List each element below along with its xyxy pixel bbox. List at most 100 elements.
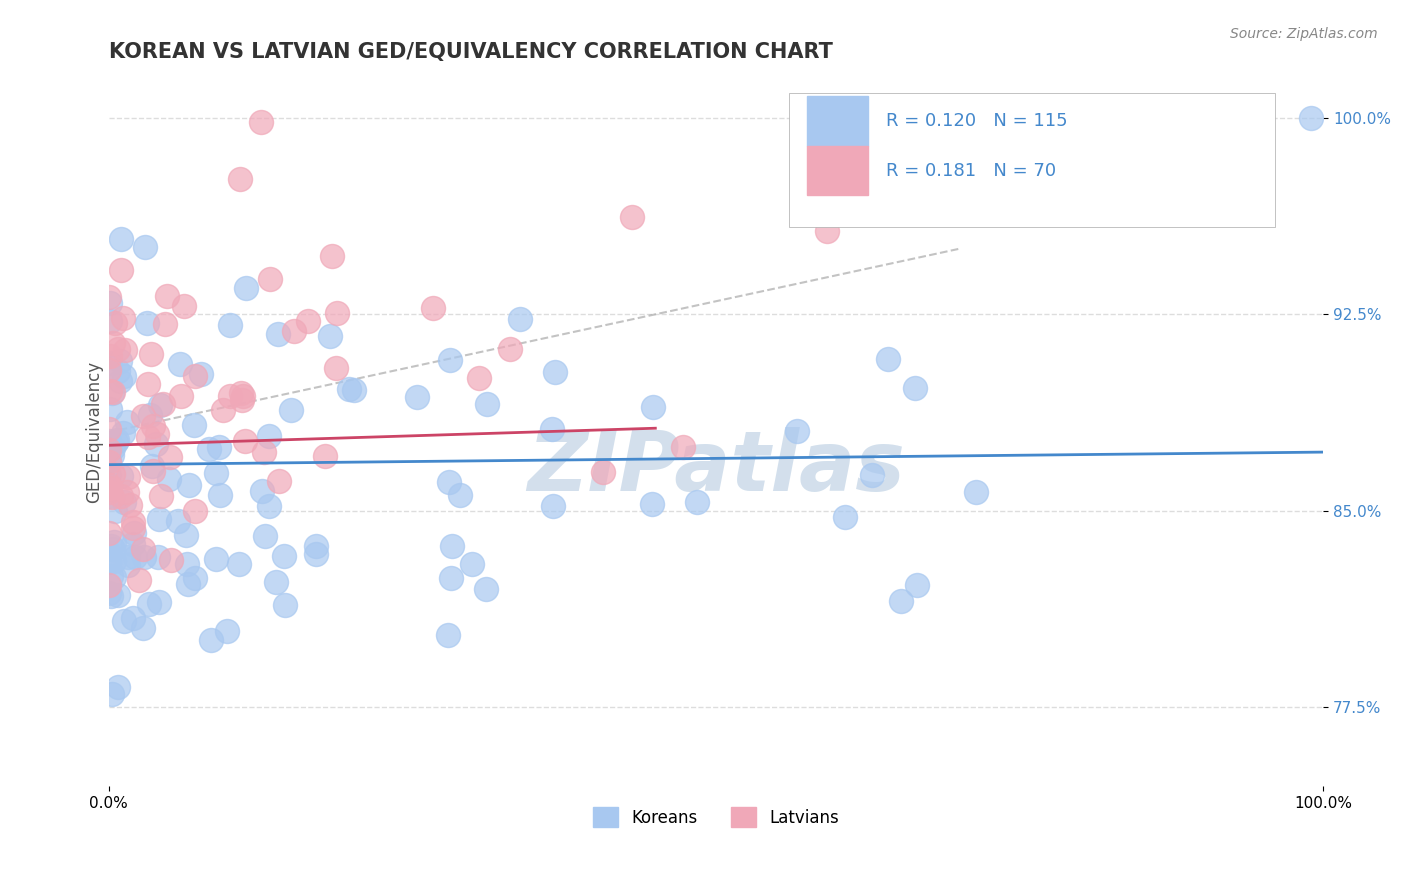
Point <box>441 539 464 553</box>
Point <box>117 558 139 572</box>
Point <box>621 210 644 224</box>
Text: Source: ZipAtlas.com: Source: ZipAtlas.com <box>1230 27 1378 41</box>
Point <box>274 598 297 612</box>
Point <box>145 436 167 450</box>
Point <box>965 485 987 500</box>
Point <box>122 521 145 535</box>
Point <box>439 352 461 367</box>
Point <box>100 589 122 603</box>
Point <box>541 499 564 513</box>
Point <box>103 553 125 567</box>
Point <box>218 389 240 403</box>
Point <box>592 465 614 479</box>
Text: ZIPatlas: ZIPatlas <box>527 427 905 508</box>
Point <box>98 349 121 363</box>
Point <box>439 475 461 490</box>
Point <box>641 400 664 414</box>
Point <box>205 552 228 566</box>
Point <box>159 553 181 567</box>
Point <box>112 495 135 509</box>
Point <box>152 397 174 411</box>
Point <box>297 314 319 328</box>
Point <box>283 324 305 338</box>
Point <box>110 232 132 246</box>
Point <box>110 469 132 483</box>
Point <box>1301 111 1323 125</box>
Point <box>101 441 124 455</box>
Point <box>141 459 163 474</box>
Legend: Koreans, Latvians: Koreans, Latvians <box>586 800 846 834</box>
Point <box>159 450 181 465</box>
Point <box>259 271 281 285</box>
Point <box>686 495 709 509</box>
Point <box>174 528 197 542</box>
Point <box>98 526 121 541</box>
Point <box>319 328 342 343</box>
Point <box>321 249 343 263</box>
Point <box>124 549 146 564</box>
Point <box>169 357 191 371</box>
Point <box>232 389 254 403</box>
Point <box>100 386 122 401</box>
Point <box>314 449 336 463</box>
Point <box>138 597 160 611</box>
Point <box>890 594 912 608</box>
Point <box>104 434 127 449</box>
Point <box>136 316 159 330</box>
Point <box>117 550 139 565</box>
Point <box>121 515 143 529</box>
Point <box>475 582 498 597</box>
Point <box>184 368 207 383</box>
Point <box>112 369 135 384</box>
Point <box>139 346 162 360</box>
Point <box>343 384 366 398</box>
Point <box>122 525 145 540</box>
Point <box>98 455 121 469</box>
Point <box>499 342 522 356</box>
Point <box>544 365 567 379</box>
Point <box>437 628 460 642</box>
Point <box>138 377 160 392</box>
Point <box>97 443 120 458</box>
Point <box>149 398 172 412</box>
Point <box>231 392 253 407</box>
Point <box>138 408 160 422</box>
Point <box>233 434 256 448</box>
Point <box>142 418 165 433</box>
Point <box>406 390 429 404</box>
Point <box>200 632 222 647</box>
Text: R = 0.120   N = 115: R = 0.120 N = 115 <box>886 112 1067 130</box>
Point <box>176 557 198 571</box>
Point <box>101 542 124 557</box>
Point <box>97 546 120 560</box>
Point <box>641 497 664 511</box>
Point <box>461 557 484 571</box>
Point <box>148 595 170 609</box>
Point <box>183 418 205 433</box>
Point <box>98 384 121 398</box>
Point <box>422 301 444 315</box>
Point <box>100 490 122 504</box>
Point <box>98 467 121 482</box>
Point <box>132 549 155 564</box>
Point <box>156 289 179 303</box>
Point <box>326 305 349 319</box>
Point <box>179 478 201 492</box>
Point <box>114 343 136 357</box>
Point <box>273 549 295 564</box>
Point <box>269 475 291 489</box>
Point <box>110 263 132 277</box>
Point <box>115 485 138 500</box>
Point <box>98 314 121 328</box>
Point <box>132 541 155 556</box>
Point <box>100 569 122 583</box>
Point <box>215 624 238 638</box>
Point <box>112 311 135 326</box>
Point <box>170 389 193 403</box>
Y-axis label: GED/Equivalency: GED/Equivalency <box>86 361 103 503</box>
Point <box>205 466 228 480</box>
Point <box>146 550 169 565</box>
Point <box>449 487 471 501</box>
Point <box>97 555 120 569</box>
Point <box>280 402 302 417</box>
